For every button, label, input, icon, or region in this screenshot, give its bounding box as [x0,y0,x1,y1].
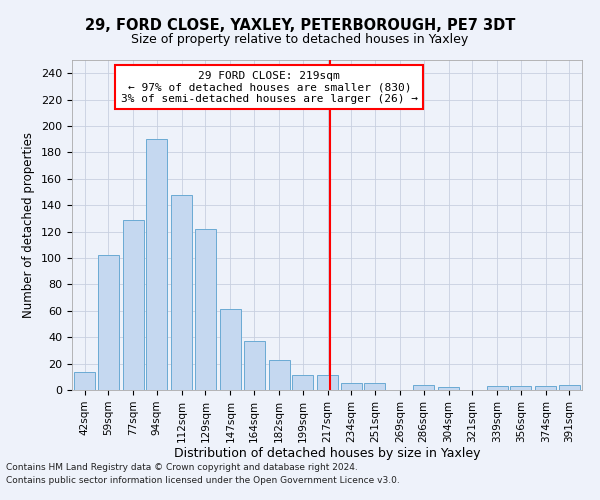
Bar [341,384,362,390]
Bar [292,376,313,390]
Bar [172,194,192,390]
Bar [413,384,434,390]
Bar [269,360,290,390]
Bar [195,229,216,390]
Bar [74,372,95,390]
Bar [123,220,143,390]
Bar [559,384,580,390]
Text: Contains HM Land Registry data © Crown copyright and database right 2024.: Contains HM Land Registry data © Crown c… [6,464,358,472]
Text: Contains public sector information licensed under the Open Government Licence v3: Contains public sector information licen… [6,476,400,485]
Bar [244,341,265,390]
Bar [220,310,241,390]
Y-axis label: Number of detached properties: Number of detached properties [22,132,35,318]
Bar [438,388,459,390]
Bar [511,386,531,390]
Bar [98,256,119,390]
Bar [487,386,508,390]
Text: Size of property relative to detached houses in Yaxley: Size of property relative to detached ho… [131,32,469,46]
Text: 29 FORD CLOSE: 219sqm
← 97% of detached houses are smaller (830)
3% of semi-deta: 29 FORD CLOSE: 219sqm ← 97% of detached … [121,70,418,104]
Bar [146,139,167,390]
Bar [535,386,556,390]
X-axis label: Distribution of detached houses by size in Yaxley: Distribution of detached houses by size … [174,448,480,460]
Text: 29, FORD CLOSE, YAXLEY, PETERBOROUGH, PE7 3DT: 29, FORD CLOSE, YAXLEY, PETERBOROUGH, PE… [85,18,515,32]
Bar [317,376,338,390]
Bar [364,384,385,390]
